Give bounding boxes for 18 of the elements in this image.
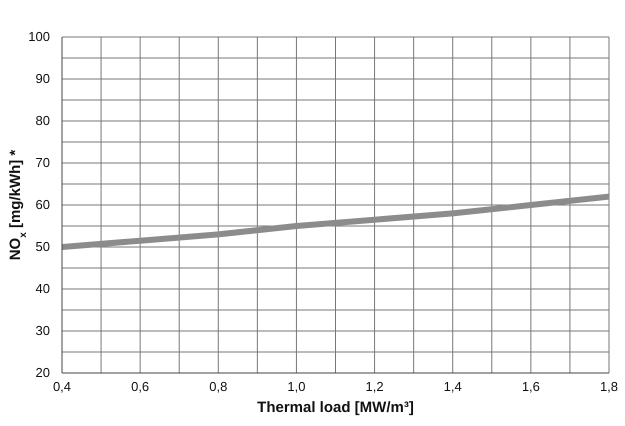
y-tick-label: 40 (36, 281, 50, 296)
y-tick-label: 90 (36, 71, 50, 86)
x-tick-label: 0,6 (131, 379, 150, 394)
y-tick-label: 50 (36, 239, 50, 254)
x-tick-label: 1,0 (287, 379, 306, 394)
y-tick-label: 20 (36, 365, 50, 380)
x-tick-label: 0,4 (52, 379, 72, 394)
x-tick-label: 1,6 (522, 379, 540, 394)
y-tick-label: 30 (36, 323, 50, 338)
x-tick-label: 1,2 (366, 379, 384, 394)
x-axis-title: Thermal load [MW/m³] (257, 399, 414, 416)
y-tick-label: 70 (36, 155, 50, 170)
x-tick-label: 0,8 (209, 379, 228, 394)
x-tick-label: 1,4 (444, 379, 462, 394)
y-tick-label: 60 (36, 197, 50, 212)
y-tick-label: 80 (36, 113, 50, 128)
x-tick-label: 1,8 (600, 379, 618, 394)
y-tick-label: 100 (28, 29, 50, 44)
